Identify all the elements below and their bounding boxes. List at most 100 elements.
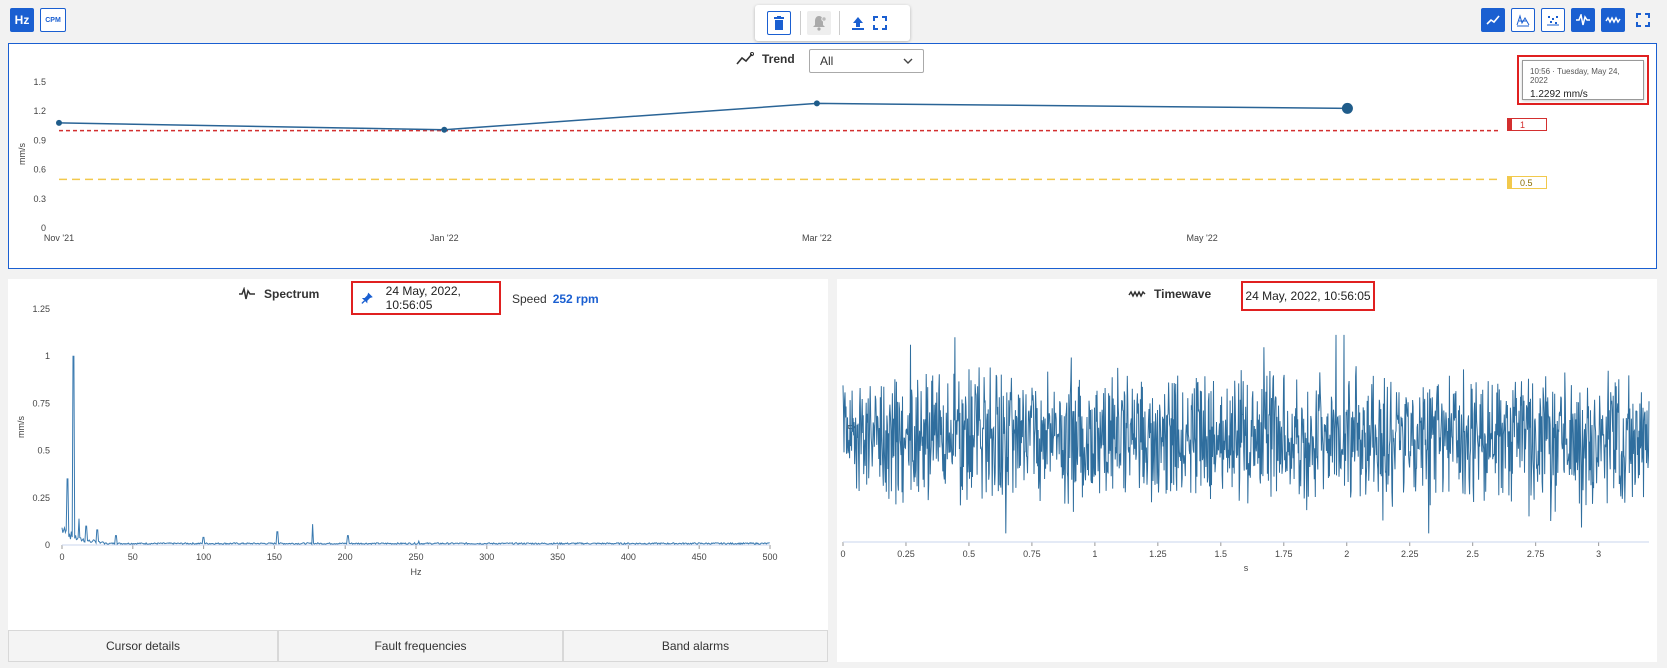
x-tick-label: 1.25 (1149, 549, 1167, 559)
x-tick-label: 0 (840, 549, 845, 559)
fullscreen-icon (1636, 13, 1650, 27)
y-tick-label: 1.2 (33, 106, 46, 116)
spectrum-icon (1576, 14, 1590, 26)
timewave-chart[interactable]: 0.150.10.050-0.05-0.1g00.250.50.7511.251… (837, 279, 1657, 662)
spectrum-icon (239, 287, 255, 300)
x-axis-label: Hz (411, 567, 422, 577)
threshold-label-warning: 0.5 (1507, 176, 1547, 189)
y-axis-label: mm/s (16, 416, 26, 438)
scatter-view-button[interactable] (1541, 8, 1565, 32)
scatter-icon (1547, 16, 1559, 26)
x-tick-label: 2.75 (1527, 549, 1545, 559)
selected-point (1341, 102, 1353, 114)
y-tick-label: 1.25 (32, 304, 50, 314)
trend-chart[interactable]: 1.5 1.2 0.9 0.6 0.3 0 mm/s Nov '21 Jan '22 Mar '2… (9, 44, 1658, 270)
x-tick-label: 300 (479, 552, 494, 562)
upload-icon (852, 17, 864, 30)
tab-cursor-details[interactable]: Cursor details (8, 630, 278, 662)
tooltip-value: 1.2292 mm/s (1530, 89, 1588, 100)
expand-button[interactable] (1631, 8, 1655, 32)
center-toolbar (755, 5, 910, 41)
x-tick-label: 1 (1092, 549, 1097, 559)
fullscreen-button[interactable] (868, 11, 892, 35)
trend-view-button[interactable] (1481, 8, 1505, 32)
trend-point (441, 126, 448, 133)
x-tick-label: 1.5 (1215, 549, 1228, 559)
spectrum-chart[interactable]: 1.25 1 0.75 0.5 0.25 0 mm/s 0 50 100 150 200 250 300 3… (8, 279, 828, 629)
y-tick-label: 0.6 (33, 165, 46, 175)
delete-button[interactable] (767, 11, 791, 35)
trend-tooltip: 10:56 · Tuesday, May 24, 2022 1.2292 mm/… (1522, 60, 1644, 100)
timewave-title-label: Timewave (1154, 287, 1212, 301)
x-tick-label: Mar '22 (802, 233, 832, 243)
y-tick-label: 0 (41, 223, 46, 233)
timewave-icon (1605, 16, 1621, 24)
trend-title: Trend (736, 52, 795, 66)
x-tick-label: 350 (550, 552, 565, 562)
y-tick-label: 1.5 (33, 77, 46, 87)
pin-icon[interactable] (361, 291, 374, 305)
tab-band-alarms[interactable]: Band alarms (563, 630, 828, 662)
threshold-label-alert: 1 (1507, 118, 1547, 131)
y-tick-label: 0.3 (33, 194, 46, 204)
y-tick-label: 0.5 (37, 446, 50, 456)
fullscreen-icon (873, 16, 887, 30)
y-axis-label: mm/s (17, 143, 27, 165)
spectrum-title: Spectrum (238, 287, 319, 301)
trend-filter-select[interactable]: All (809, 49, 924, 73)
x-axis-label: s (1244, 563, 1249, 573)
trend-point (813, 100, 820, 107)
timewave-view-button[interactable] (1601, 8, 1625, 32)
spectrum-timestamp-highlight: 24 May, 2022, 10:56:05 (351, 281, 501, 315)
speed-readout: Speed 252 rpm (512, 292, 599, 306)
x-tick-label: 400 (621, 552, 636, 562)
alarm-mute-button[interactable] (807, 11, 831, 35)
trend-point (56, 119, 62, 126)
trend-icon (1486, 15, 1500, 25)
spectrum-timestamp: 24 May, 2022, 10:56:05 (385, 284, 461, 312)
spectrum-tabs: Cursor details Fault frequencies Band al… (8, 630, 828, 662)
timewave-title: Timewave (1128, 287, 1211, 301)
trend-series-line (58, 102, 1348, 131)
spectrum-title-label: Spectrum (264, 287, 320, 301)
upload-button[interactable] (846, 11, 870, 35)
waterfall-view-button[interactable] (1511, 8, 1535, 32)
x-tick-label: 250 (408, 552, 423, 562)
x-tick-label: 0.5 (963, 549, 976, 559)
trend-filter-value: All (820, 54, 834, 68)
x-tick-label: 500 (762, 552, 777, 562)
bell-off-icon (813, 16, 827, 31)
timewave-series-line (842, 334, 1650, 534)
x-tick-label: 3 (1596, 549, 1601, 559)
timewave-icon (1128, 290, 1146, 298)
x-tick-label: 100 (196, 552, 211, 562)
chevron-down-icon (903, 58, 913, 64)
unit-cpm-button[interactable]: CPM (40, 8, 66, 32)
x-tick-label: 200 (338, 552, 353, 562)
unit-hz-button[interactable]: Hz (10, 8, 34, 32)
y-tick-label: 1 (45, 351, 50, 361)
speed-value: 252 rpm (552, 292, 599, 306)
tab-fault-frequencies[interactable]: Fault frequencies (278, 630, 563, 662)
y-tick-label: 0.75 (32, 398, 50, 408)
timewave-panel: Timewave 24 May, 2022, 10:56:05 0.150.10… (837, 279, 1657, 662)
spectrum-panel: Spectrum 24 May, 2022, 10:56:05 Speed 252… (8, 279, 828, 662)
x-tick-label: Jan '22 (430, 233, 459, 243)
y-tick-label: 0 (45, 540, 50, 550)
x-tick-label: May '22 (1187, 233, 1218, 243)
timewave-timestamp: 24 May, 2022, 10:56:05 (1245, 289, 1371, 303)
waterfall-icon (1516, 14, 1530, 27)
trend-title-label: Trend (762, 52, 795, 66)
trend-icon (736, 52, 754, 65)
x-tick-label: 150 (267, 552, 282, 562)
spectrum-view-button[interactable] (1571, 8, 1595, 32)
speed-label: Speed (512, 292, 547, 306)
trend-panel: Trend All 1.5 1.2 0.9 0.6 0.3 0 mm/s Nov '21 Jan… (8, 43, 1657, 269)
x-tick-label: 50 (128, 552, 138, 562)
x-tick-label: 1.75 (1275, 549, 1293, 559)
tooltip-time: 10:56 · Tuesday, May 24, 2022 (1530, 67, 1620, 85)
spectrum-series-line (61, 355, 770, 546)
x-tick-label: 0.75 (1023, 549, 1041, 559)
view-toggle-group (1481, 8, 1651, 32)
